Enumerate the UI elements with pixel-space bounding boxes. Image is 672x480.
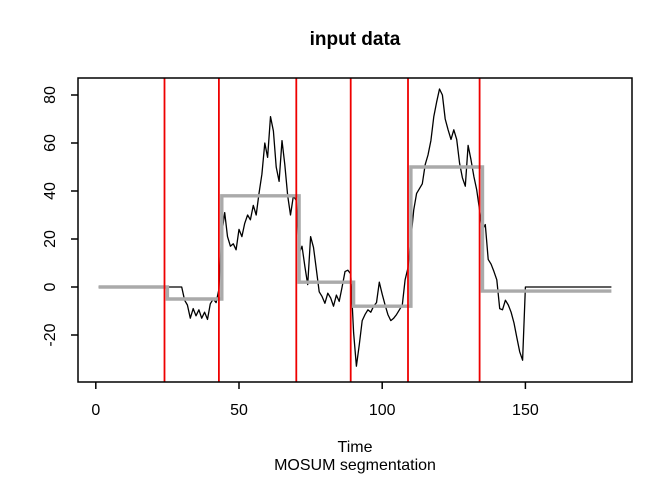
y-tick-label: 0 <box>42 282 59 291</box>
x-tick-label: 150 <box>512 402 539 419</box>
y-tick-label: 20 <box>42 230 59 248</box>
data-series-line <box>98 88 612 367</box>
x-axis-sublabel: MOSUM segmentation <box>274 457 436 474</box>
plot-border <box>77 77 633 383</box>
x-tick-label: 0 <box>91 402 100 419</box>
plot-title: input data <box>309 29 401 50</box>
y-tick-label: -20 <box>42 323 59 346</box>
x-tick-label: 50 <box>230 402 248 419</box>
segment-mean-line <box>98 165 612 308</box>
y-tick-label: 40 <box>42 182 59 200</box>
x-tick-label: 100 <box>369 402 396 419</box>
y-tick-label: 80 <box>42 86 59 104</box>
y-tick-label: 60 <box>42 134 59 152</box>
x-axis-label: Time <box>337 439 373 456</box>
